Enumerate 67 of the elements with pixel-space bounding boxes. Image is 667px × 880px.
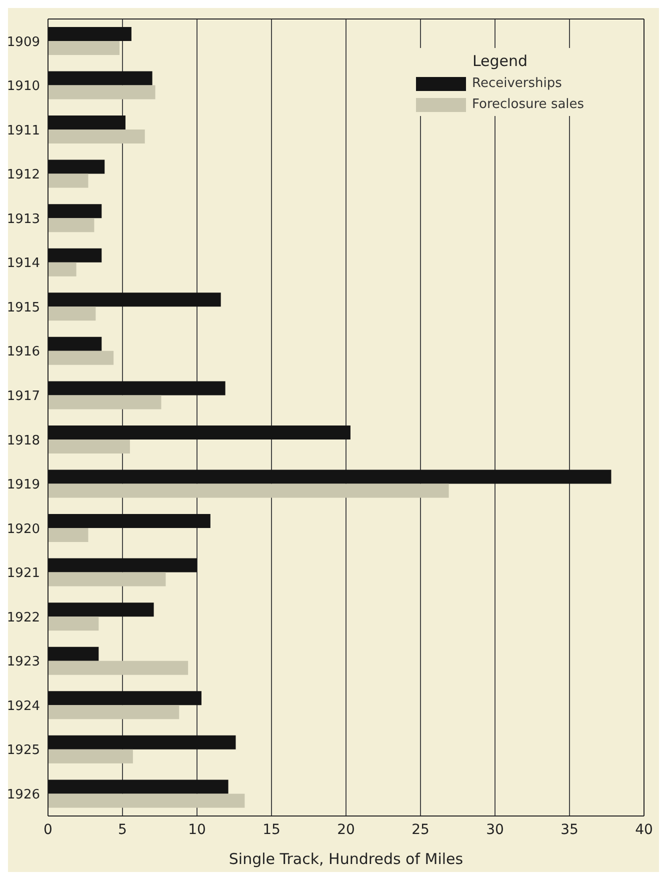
bar bbox=[48, 204, 102, 218]
bar bbox=[48, 780, 228, 794]
bar bbox=[48, 602, 154, 617]
bar bbox=[48, 350, 114, 365]
bar bbox=[48, 660, 188, 675]
bar bbox=[48, 336, 102, 351]
y-tick-label: 1920 bbox=[6, 522, 40, 537]
bar bbox=[48, 218, 94, 232]
x-tick-label: 40 bbox=[635, 822, 653, 838]
x-tick-label: 30 bbox=[486, 822, 504, 838]
bar bbox=[48, 85, 156, 100]
bar bbox=[48, 306, 96, 321]
y-tick-label: 1909 bbox=[6, 34, 40, 50]
y-tick-label: 1910 bbox=[6, 79, 40, 94]
y-tick-label: 1911 bbox=[6, 123, 40, 138]
legend-title: Legend bbox=[471, 52, 529, 70]
bar bbox=[48, 116, 126, 130]
y-tick-label: 1912 bbox=[6, 168, 40, 183]
bar bbox=[48, 484, 449, 498]
y-tick-label: 1915 bbox=[6, 300, 40, 316]
y-tick-label: 1917 bbox=[6, 388, 40, 404]
y-tick-label: 1925 bbox=[6, 743, 40, 758]
y-tick-label: 1916 bbox=[6, 344, 40, 360]
x-tick-label: 0 bbox=[44, 822, 52, 838]
x-tick-label: 15 bbox=[262, 822, 280, 838]
y-tick-label: 1922 bbox=[6, 610, 40, 626]
x-tick-label: 20 bbox=[337, 822, 355, 838]
legend-label: Foreclosure sales bbox=[472, 97, 584, 112]
bar bbox=[48, 248, 102, 262]
bar bbox=[48, 262, 76, 276]
bar bbox=[48, 470, 612, 484]
y-tick-label: 1923 bbox=[6, 654, 40, 670]
bar bbox=[48, 749, 133, 764]
bar bbox=[48, 425, 350, 440]
bar bbox=[48, 71, 152, 86]
y-tick-label: 1926 bbox=[6, 787, 40, 802]
x-tick-label: 35 bbox=[560, 822, 578, 838]
y-tick-label: 1921 bbox=[6, 566, 40, 582]
y-tick-label: 1919 bbox=[6, 478, 40, 493]
bar bbox=[48, 174, 88, 188]
y-tick-label: 1913 bbox=[6, 212, 40, 227]
bar bbox=[48, 794, 245, 808]
y-tick-label: 1924 bbox=[6, 698, 40, 714]
bar bbox=[48, 395, 162, 410]
bar bbox=[48, 26, 132, 41]
x-axis-title: Single Track, Hundreds of Miles bbox=[228, 850, 464, 868]
x-tick-label: 10 bbox=[188, 822, 206, 838]
bar bbox=[48, 705, 180, 720]
y-tick-label: 1918 bbox=[6, 433, 40, 448]
bar bbox=[48, 514, 210, 528]
x-tick-label: 25 bbox=[412, 822, 430, 838]
bar bbox=[48, 691, 202, 706]
bar bbox=[48, 528, 88, 542]
x-tick-label: 5 bbox=[118, 822, 127, 838]
bar bbox=[48, 381, 226, 396]
bar bbox=[48, 558, 197, 572]
bar bbox=[48, 572, 166, 586]
bar bbox=[48, 130, 145, 144]
bar bbox=[48, 292, 221, 307]
bar bbox=[48, 735, 236, 750]
y-tick-label: 1914 bbox=[6, 256, 40, 272]
bar bbox=[48, 616, 99, 631]
bar bbox=[48, 646, 99, 661]
legend-label: Receiverships bbox=[472, 76, 562, 91]
bar bbox=[48, 160, 105, 174]
bar bbox=[48, 40, 120, 55]
bar bbox=[48, 439, 130, 454]
